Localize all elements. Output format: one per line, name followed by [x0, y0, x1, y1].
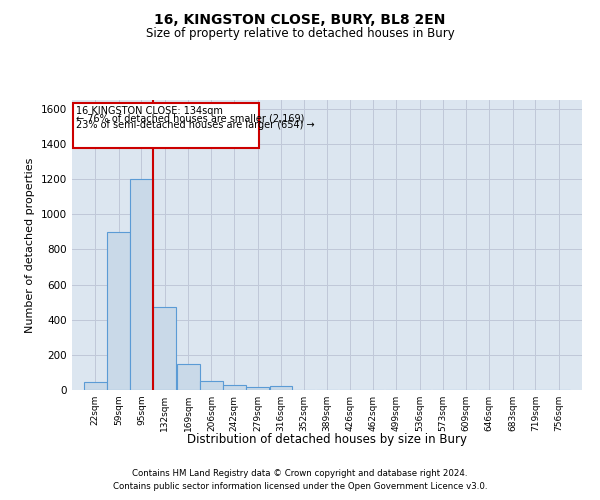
Bar	[200, 381, 223, 390]
Bar	[223, 384, 245, 390]
Text: Size of property relative to detached houses in Bury: Size of property relative to detached ho…	[146, 28, 454, 40]
Text: 23% of semi-detached houses are larger (654) →: 23% of semi-detached houses are larger (…	[76, 120, 314, 130]
Bar	[246, 388, 269, 390]
Text: Contains public sector information licensed under the Open Government Licence v3: Contains public sector information licen…	[113, 482, 487, 491]
Bar	[130, 179, 153, 390]
Text: ← 76% of detached houses are smaller (2,169): ← 76% of detached houses are smaller (2,…	[76, 113, 304, 123]
Bar	[107, 232, 130, 390]
FancyBboxPatch shape	[73, 102, 259, 148]
Bar	[154, 308, 176, 390]
Bar	[177, 364, 200, 390]
Bar	[269, 386, 292, 390]
Text: 16, KINGSTON CLOSE, BURY, BL8 2EN: 16, KINGSTON CLOSE, BURY, BL8 2EN	[154, 12, 446, 26]
Y-axis label: Number of detached properties: Number of detached properties	[25, 158, 35, 332]
Bar	[84, 382, 107, 390]
Text: 16 KINGSTON CLOSE: 134sqm: 16 KINGSTON CLOSE: 134sqm	[76, 106, 223, 116]
Text: Distribution of detached houses by size in Bury: Distribution of detached houses by size …	[187, 432, 467, 446]
Text: Contains HM Land Registry data © Crown copyright and database right 2024.: Contains HM Land Registry data © Crown c…	[132, 468, 468, 477]
